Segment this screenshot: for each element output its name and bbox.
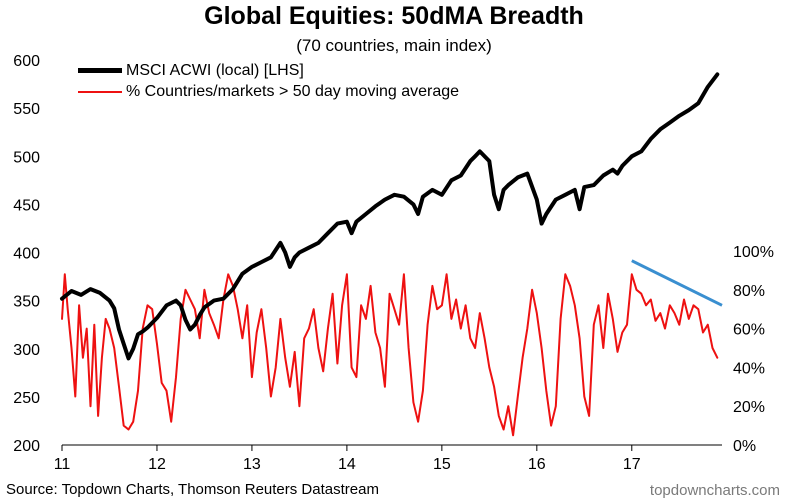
left-tick-label: 250 <box>13 390 40 407</box>
source-note: Source: Topdown Charts, Thomson Reuters … <box>6 481 379 498</box>
breadth-downtrend-line <box>631 259 723 307</box>
left-tick-label: 350 <box>13 294 40 311</box>
legend-item-breadth: % Countries/markets > 50 day moving aver… <box>78 81 459 102</box>
legend-swatch-msci-acwi <box>78 68 122 73</box>
x-tick-label: 12 <box>148 456 166 473</box>
left-y-axis: 200 250 300 350 400 450 500 550 600 <box>13 53 40 455</box>
right-tick-label: 20% <box>733 399 765 416</box>
watermark: topdowncharts.com <box>649 482 780 499</box>
chart-subtitle: (70 countries, main index) <box>296 36 492 55</box>
left-tick-label: 500 <box>13 149 40 166</box>
x-axis: 11 12 13 14 15 16 17 <box>54 444 722 473</box>
annotation-layer <box>631 259 723 307</box>
left-tick-label: 300 <box>13 342 40 359</box>
right-tick-label: 100% <box>733 244 774 261</box>
right-tick-label: 0% <box>733 438 756 455</box>
chart-title: Global Equities: 50dMA Breadth <box>204 2 584 30</box>
left-tick-label: 550 <box>13 101 40 118</box>
x-tick-label: 13 <box>243 456 261 473</box>
right-tick-label: 40% <box>733 360 765 377</box>
left-tick-label: 400 <box>13 246 40 263</box>
right-tick-label: 80% <box>733 283 765 300</box>
x-tick-label: 11 <box>54 456 71 473</box>
legend: MSCI ACWI (local) [LHS] % Countries/mark… <box>78 60 459 102</box>
left-tick-label: 450 <box>13 197 40 214</box>
right-tick-label: 60% <box>733 322 765 339</box>
x-tick-label: 14 <box>338 456 356 473</box>
legend-swatch-breadth <box>78 90 122 93</box>
series-line-breadth <box>61 273 719 437</box>
left-tick-label: 200 <box>13 438 40 455</box>
x-tick-label: 15 <box>433 456 451 473</box>
x-tick-label: 16 <box>528 456 546 473</box>
series-layer <box>60 72 720 437</box>
legend-item-msci-acwi: MSCI ACWI (local) [LHS] <box>78 60 459 81</box>
x-tick-label: 17 <box>623 456 641 473</box>
right-y-axis: 0% 20% 40% 60% 80% 100% <box>733 244 774 455</box>
legend-label-msci-acwi: MSCI ACWI (local) [LHS] <box>126 61 304 79</box>
left-tick-label: 600 <box>13 53 40 70</box>
legend-label-breadth: % Countries/markets > 50 day moving aver… <box>126 82 460 100</box>
series-line-msci-acwi <box>60 72 720 361</box>
